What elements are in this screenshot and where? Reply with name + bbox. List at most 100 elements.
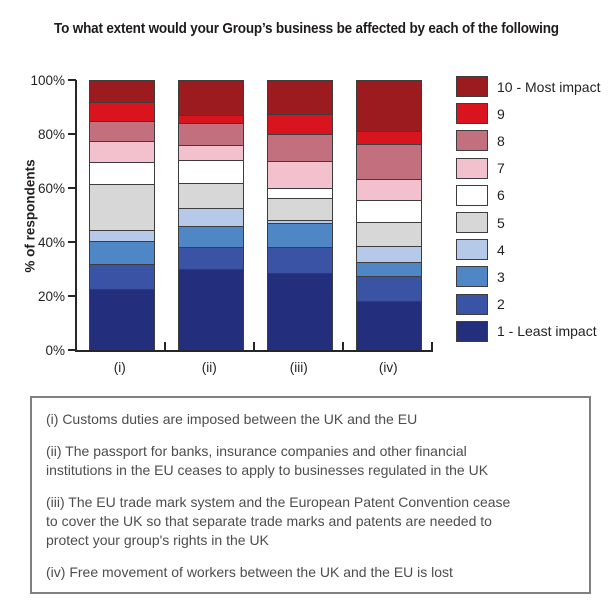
bar-segment: [355, 143, 422, 179]
y-axis-tick: [68, 187, 76, 189]
bar-segment: [177, 123, 244, 145]
bar-segment: [88, 162, 155, 184]
bar-segment: [266, 220, 333, 224]
bar-segment: [266, 134, 333, 162]
y-tick-label: 80%: [37, 127, 65, 142]
bar-segment: [355, 301, 422, 350]
legend-swatch: [456, 157, 488, 179]
legend-label: 4: [497, 241, 505, 258]
legend-label: 10 - Most impact: [497, 78, 601, 95]
legend-swatch: [456, 320, 488, 342]
bar-slot: [344, 80, 433, 350]
y-tick-label: 40%: [37, 235, 65, 250]
bar-segment: [88, 80, 155, 102]
chart-title: To what extent would your Group’s busine…: [0, 20, 612, 38]
legend-swatch: [456, 266, 488, 288]
x-axis-labels: (i) (ii) (iii) (iv): [75, 360, 433, 375]
footnote-item: (i) Customs duties are imposed between t…: [46, 411, 418, 427]
plot-area: 0% 20% 40% 60% 80% 100%: [30, 73, 433, 358]
legend-label: 2: [497, 296, 505, 313]
x-axis-tick: [253, 342, 255, 350]
bar-segment: [88, 120, 155, 141]
bar-segment: [266, 273, 333, 350]
footnote-item: (iii) The EU trade mark system and the E…: [46, 494, 511, 549]
bar-segment: [88, 263, 155, 290]
bar-slot: [166, 80, 255, 350]
bar-segment: [177, 115, 244, 124]
legend-item: 4: [456, 236, 600, 263]
x-tick-label: (iii): [289, 360, 308, 375]
bar-segment: [177, 247, 244, 269]
legend-swatch: [456, 103, 488, 125]
legend-label: 8: [497, 132, 505, 149]
legend-swatch: [456, 293, 488, 315]
chart-title-text: To what extent would your Group’s busine…: [53, 20, 559, 37]
legend-item: 9: [456, 100, 600, 127]
bar-segment: [177, 225, 244, 248]
bar-segment: [88, 183, 155, 230]
legend-item: 10 - Most impact: [456, 73, 600, 100]
bar-segment: [177, 208, 244, 226]
y-axis-title: % of respondents: [22, 159, 38, 273]
legend-label: 3: [497, 268, 505, 285]
bar-segment: [266, 113, 333, 135]
bar-segment: [266, 80, 333, 114]
legend-item: 5: [456, 209, 600, 236]
legend-label: 9: [497, 105, 505, 122]
legend-item: 7: [456, 155, 600, 182]
footnote-item: (iv) Free movement of workers between th…: [46, 564, 453, 581]
bar-segment: [355, 131, 422, 144]
legend-swatch: [456, 212, 488, 234]
bar-segment: [266, 161, 333, 189]
bar-i: [88, 80, 155, 350]
bar-segment: [177, 144, 244, 160]
bars-area: [77, 80, 433, 350]
bar-segment: [266, 188, 333, 198]
footnote-item: (ii) The passport for banks, insurance c…: [46, 443, 489, 479]
y-tick-label: 0%: [45, 343, 65, 358]
bar-segment: [88, 229, 155, 241]
bar-segment: [88, 289, 155, 350]
bar-segment: [177, 182, 244, 209]
bar-segment: [177, 80, 244, 116]
legend-label: 1 - Least impact: [497, 323, 597, 340]
legend-swatch: [456, 76, 488, 98]
legend-item: 8: [456, 127, 600, 154]
bar-segment: [177, 159, 244, 183]
bar-segment: [266, 247, 333, 274]
legend-item: 1 - Least impact: [456, 318, 600, 345]
bar-segment: [355, 80, 422, 132]
y-axis-tick: [68, 79, 76, 81]
footnote-box: (i) Customs duties are imposed between t…: [30, 396, 591, 595]
x-axis-tick: [342, 342, 344, 350]
legend-item: 3: [456, 263, 600, 290]
y-axis-tick: [68, 133, 76, 135]
legend-label: 6: [497, 187, 505, 204]
x-axis-tick: [431, 342, 433, 350]
x-tick-label: (ii): [201, 360, 217, 375]
y-axis-tick: [68, 349, 76, 351]
bar-segment: [266, 223, 333, 248]
legend-swatch: [456, 239, 488, 261]
x-tick-label: (i): [113, 360, 126, 375]
bar-slot: [255, 80, 344, 350]
bar-segment: [355, 178, 422, 201]
bar-segment: [355, 246, 422, 263]
legend-label: 7: [497, 160, 505, 177]
legend-swatch: [456, 184, 488, 206]
bar-segment: [266, 197, 333, 221]
bar-ii: [177, 80, 244, 350]
bar-segment: [88, 140, 155, 163]
legend-label: 5: [497, 214, 505, 231]
legend: 10 - Most impact 9 8 7 6 5 4 3 2 1 - Least impact: [456, 73, 600, 345]
y-tick-label: 100%: [30, 73, 65, 88]
bar-iv: [355, 80, 422, 350]
bar-segment: [355, 200, 422, 222]
bar-segment: [177, 269, 244, 350]
bar-slot: [77, 80, 166, 350]
bar-segment: [355, 221, 422, 247]
y-axis-tick: [68, 241, 76, 243]
legend-item: 6: [456, 182, 600, 209]
y-axis-tick: [68, 295, 76, 297]
